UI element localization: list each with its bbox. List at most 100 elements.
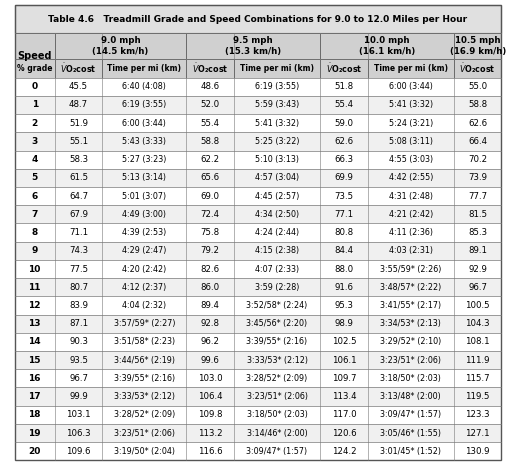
- Bar: [14, 260, 502, 278]
- Text: 8: 8: [31, 228, 38, 237]
- Text: Speed: Speed: [18, 51, 52, 60]
- Text: 96.2: 96.2: [201, 338, 220, 346]
- Text: 98.9: 98.9: [334, 319, 353, 328]
- Text: 4:34 (2:50): 4:34 (2:50): [255, 210, 299, 219]
- Text: 4:20 (2:42): 4:20 (2:42): [122, 265, 167, 273]
- Text: 4:49 (3:00): 4:49 (3:00): [122, 210, 166, 219]
- Text: 6:19 (3:55): 6:19 (3:55): [122, 100, 167, 109]
- Text: 3:44/56* (2:19): 3:44/56* (2:19): [114, 356, 175, 365]
- Text: 69.0: 69.0: [201, 192, 220, 200]
- Text: 104.3: 104.3: [465, 319, 490, 328]
- Text: 93.5: 93.5: [69, 356, 88, 365]
- Text: Time per mi (km): Time per mi (km): [240, 64, 314, 73]
- Text: 86.0: 86.0: [201, 283, 220, 292]
- Text: 92.9: 92.9: [468, 265, 487, 273]
- Text: 3:13/48* (2:00): 3:13/48* (2:00): [380, 392, 441, 401]
- Text: $\dot{V}$O₂cost: $\dot{V}$O₂cost: [326, 61, 362, 75]
- Text: 3:09/47* (1:57): 3:09/47* (1:57): [247, 447, 308, 456]
- Text: 117.0: 117.0: [332, 410, 356, 419]
- Text: 2: 2: [31, 119, 38, 128]
- Text: 72.4: 72.4: [201, 210, 220, 219]
- Text: 113.4: 113.4: [332, 392, 356, 401]
- Text: 3:52/58* (2:24): 3:52/58* (2:24): [246, 301, 308, 310]
- Text: 96.7: 96.7: [69, 374, 88, 383]
- Text: 4:55 (3:03): 4:55 (3:03): [389, 155, 433, 164]
- Text: 77.5: 77.5: [69, 265, 88, 273]
- Text: 6:00 (3:44): 6:00 (3:44): [389, 82, 433, 91]
- Text: 73.9: 73.9: [468, 173, 487, 182]
- Text: 3:09/47* (1:57): 3:09/47* (1:57): [380, 410, 441, 419]
- Text: 12: 12: [28, 301, 41, 310]
- Text: 116.6: 116.6: [198, 447, 222, 456]
- Text: 96.7: 96.7: [468, 283, 487, 292]
- Bar: [14, 205, 502, 224]
- Text: 111.9: 111.9: [465, 356, 490, 365]
- Text: 3:33/53* (2:12): 3:33/53* (2:12): [114, 392, 175, 401]
- Text: 5:59 (3:43): 5:59 (3:43): [255, 100, 299, 109]
- Text: 89.1: 89.1: [468, 246, 487, 255]
- Text: 9.5 mph
(15.3 km/h): 9.5 mph (15.3 km/h): [225, 36, 281, 56]
- Text: 3:28/52* (2:09): 3:28/52* (2:09): [246, 374, 308, 383]
- Text: 83.9: 83.9: [69, 301, 88, 310]
- Bar: [14, 78, 502, 96]
- Text: 99.9: 99.9: [69, 392, 88, 401]
- Text: 73.5: 73.5: [334, 192, 353, 200]
- Text: 100.5: 100.5: [465, 301, 490, 310]
- Text: 90.3: 90.3: [69, 338, 88, 346]
- Text: 69.9: 69.9: [334, 173, 353, 182]
- Bar: [14, 296, 502, 314]
- Bar: [14, 169, 502, 187]
- Bar: [14, 314, 502, 333]
- Text: 82.6: 82.6: [201, 265, 220, 273]
- Bar: [14, 242, 502, 260]
- Text: 3:05/46* (1:55): 3:05/46* (1:55): [380, 429, 441, 438]
- Text: 6:19 (3:55): 6:19 (3:55): [255, 82, 299, 91]
- Text: 5:25 (3:22): 5:25 (3:22): [255, 137, 299, 146]
- Text: 85.3: 85.3: [468, 228, 487, 237]
- Bar: [186, 33, 320, 59]
- Text: Table 4.6   Treadmill Grade and Speed Combinations for 9.0 to 12.0 Miles per Hou: Table 4.6 Treadmill Grade and Speed Comb…: [49, 14, 467, 24]
- Text: 103.1: 103.1: [66, 410, 91, 419]
- Bar: [454, 33, 502, 59]
- Text: 109.8: 109.8: [198, 410, 222, 419]
- Text: 3:34/53* (2:13): 3:34/53* (2:13): [380, 319, 441, 328]
- Text: 7: 7: [31, 210, 38, 219]
- Bar: [320, 33, 454, 59]
- Text: 5:41 (3:32): 5:41 (3:32): [389, 100, 433, 109]
- Text: 119.5: 119.5: [465, 392, 490, 401]
- Text: 5: 5: [31, 173, 38, 182]
- Bar: [234, 59, 320, 78]
- Text: 4:42 (2:55): 4:42 (2:55): [389, 173, 433, 182]
- Text: 4:39 (2:53): 4:39 (2:53): [122, 228, 167, 237]
- Text: 103.0: 103.0: [198, 374, 222, 383]
- Text: 66.4: 66.4: [468, 137, 487, 146]
- Text: 120.6: 120.6: [332, 429, 356, 438]
- Text: 92.8: 92.8: [201, 319, 220, 328]
- Text: 87.1: 87.1: [69, 319, 88, 328]
- Text: 5:41 (3:32): 5:41 (3:32): [255, 119, 299, 128]
- Text: 55.4: 55.4: [201, 119, 220, 128]
- Text: 3:55/59* (2:26): 3:55/59* (2:26): [380, 265, 442, 273]
- Text: 4:45 (2:57): 4:45 (2:57): [255, 192, 299, 200]
- Text: 106.1: 106.1: [332, 356, 356, 365]
- Bar: [14, 405, 502, 424]
- Text: 3:01/45* (1:52): 3:01/45* (1:52): [380, 447, 441, 456]
- Text: % grade: % grade: [17, 64, 53, 73]
- Text: 71.1: 71.1: [69, 228, 88, 237]
- Text: 9: 9: [31, 246, 38, 255]
- Text: 3:48/57* (2:22): 3:48/57* (2:22): [380, 283, 441, 292]
- Text: 3:18/50* (2:03): 3:18/50* (2:03): [247, 410, 308, 419]
- Text: 48.6: 48.6: [201, 82, 220, 91]
- Text: 0: 0: [31, 82, 38, 91]
- Bar: [14, 424, 502, 442]
- Bar: [14, 151, 502, 169]
- Bar: [14, 387, 502, 405]
- Bar: [320, 59, 367, 78]
- Text: 109.6: 109.6: [66, 447, 91, 456]
- Text: 80.8: 80.8: [334, 228, 353, 237]
- Text: $\dot{V}$O₂cost: $\dot{V}$O₂cost: [60, 61, 96, 75]
- Text: $\dot{V}$O₂cost: $\dot{V}$O₂cost: [459, 61, 496, 75]
- Text: 77.7: 77.7: [468, 192, 487, 200]
- Text: 64.7: 64.7: [69, 192, 88, 200]
- Text: 3:59 (2:28): 3:59 (2:28): [255, 283, 299, 292]
